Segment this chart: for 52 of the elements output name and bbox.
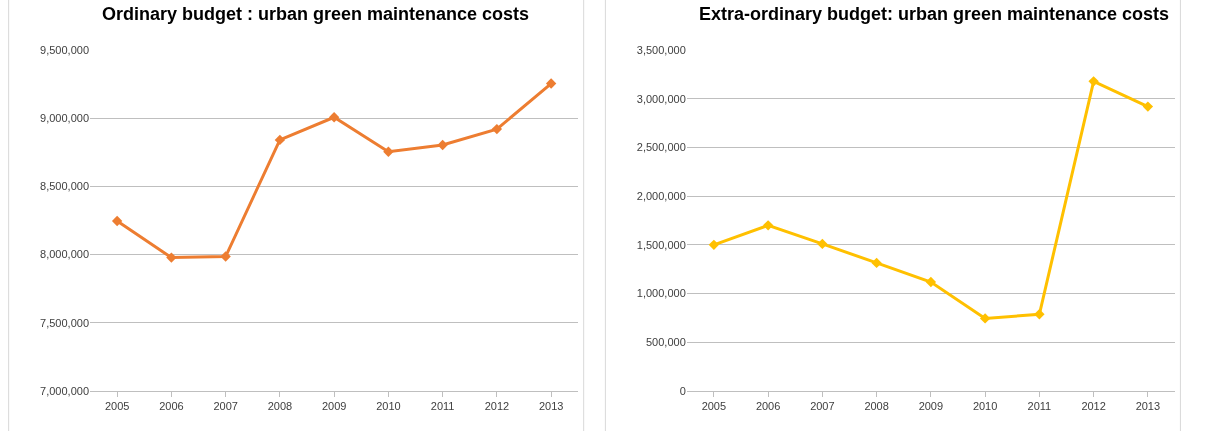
x-tick-label: 2013 xyxy=(1135,400,1161,413)
y-tick-label: 8,500,000 xyxy=(40,180,89,193)
y-tick-label: 3,000,000 xyxy=(636,92,686,105)
point xyxy=(871,257,882,269)
y-tick-label: 9,000,000 xyxy=(40,112,89,125)
point xyxy=(1034,309,1045,320)
y-tick-label: 7,000,000 xyxy=(40,384,89,397)
y-tick-label: 3,500,000 xyxy=(636,43,686,56)
point xyxy=(437,139,448,151)
y-tick-label: 8,000,000 xyxy=(40,248,89,261)
x-tick-label: 2007 xyxy=(810,400,835,413)
x-tick-label: 2013 xyxy=(538,400,564,413)
point xyxy=(1142,101,1154,112)
point xyxy=(762,220,774,231)
point xyxy=(925,276,937,288)
point xyxy=(328,112,340,123)
chart-title: Ordinary budget : urban green maintenance costs xyxy=(102,4,530,24)
x-tick-label: 2005 xyxy=(104,400,130,413)
x-tick-label: 2011 xyxy=(1027,400,1052,413)
point xyxy=(1088,76,1099,87)
y-tick-label: 9,500,000 xyxy=(40,43,89,56)
x-tick-label: 2009 xyxy=(918,400,944,413)
y-tick-label: 2,500,000 xyxy=(636,141,686,154)
point xyxy=(383,146,394,157)
point xyxy=(274,134,286,146)
x-tick-label: 2010 xyxy=(972,400,998,413)
x-tick-label: 2012 xyxy=(1081,400,1106,413)
point xyxy=(817,238,828,250)
y-tick-label: 2,000,000 xyxy=(636,189,686,202)
point xyxy=(545,78,557,89)
point xyxy=(220,251,231,262)
y-tick-label: 0 xyxy=(679,384,686,397)
y-tick-label: 1,000,000 xyxy=(636,287,686,300)
x-tick-label: 2010 xyxy=(376,400,401,413)
x-tick-label: 2008 xyxy=(864,400,889,413)
x-tick-label: 2011 xyxy=(430,400,455,413)
point xyxy=(979,313,991,324)
y-tick-label: 500,000 xyxy=(645,336,686,349)
point xyxy=(491,123,503,135)
x-tick-label: 2007 xyxy=(213,400,238,413)
y-tick-label: 1,500,000 xyxy=(636,238,686,251)
point xyxy=(111,215,123,227)
x-tick-label: 2008 xyxy=(267,400,293,413)
point xyxy=(708,239,720,251)
x-tick-label: 2012 xyxy=(484,400,510,413)
x-tick-label: 2006 xyxy=(159,400,184,413)
chart-title: Extra-ordinary budget: urban green maintenance costs xyxy=(699,4,1170,24)
point xyxy=(166,252,177,263)
y-tick-label: 7,500,000 xyxy=(40,316,89,329)
x-tick-label: 2006 xyxy=(755,400,781,413)
x-tick-label: 2005 xyxy=(701,400,727,413)
x-tick-label: 2009 xyxy=(321,400,347,413)
